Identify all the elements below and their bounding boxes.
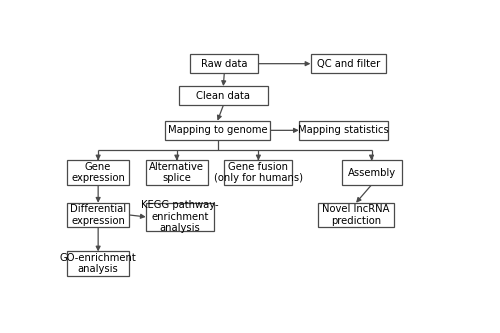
Text: Alternative
splice: Alternative splice [150,162,204,183]
Text: Differential
expression: Differential expression [70,204,126,226]
Text: Mapping statistics: Mapping statistics [298,125,389,135]
FancyBboxPatch shape [318,203,394,227]
Text: Mapping to genome: Mapping to genome [168,125,268,135]
Text: KEGG pathway-
enrichment
analysis: KEGG pathway- enrichment analysis [141,200,218,233]
FancyBboxPatch shape [165,121,270,140]
FancyBboxPatch shape [190,54,258,73]
Text: Raw data: Raw data [201,59,248,69]
Text: Clean data: Clean data [196,91,250,101]
FancyBboxPatch shape [146,203,214,231]
FancyBboxPatch shape [67,161,129,185]
Text: QC and filter: QC and filter [316,59,380,69]
Text: GO-enrichment
analysis: GO-enrichment analysis [60,253,136,274]
FancyBboxPatch shape [179,86,268,105]
FancyBboxPatch shape [342,161,402,185]
FancyBboxPatch shape [67,251,129,276]
FancyBboxPatch shape [67,203,129,227]
FancyBboxPatch shape [299,121,388,140]
Text: Assembly: Assembly [348,167,396,177]
FancyBboxPatch shape [310,54,386,73]
Text: Gene
expression: Gene expression [71,162,125,183]
Text: Gene fusion
(only for humans): Gene fusion (only for humans) [214,162,303,183]
FancyBboxPatch shape [224,161,292,185]
FancyBboxPatch shape [146,161,208,185]
Text: Novel lncRNA
prediction: Novel lncRNA prediction [322,204,390,226]
